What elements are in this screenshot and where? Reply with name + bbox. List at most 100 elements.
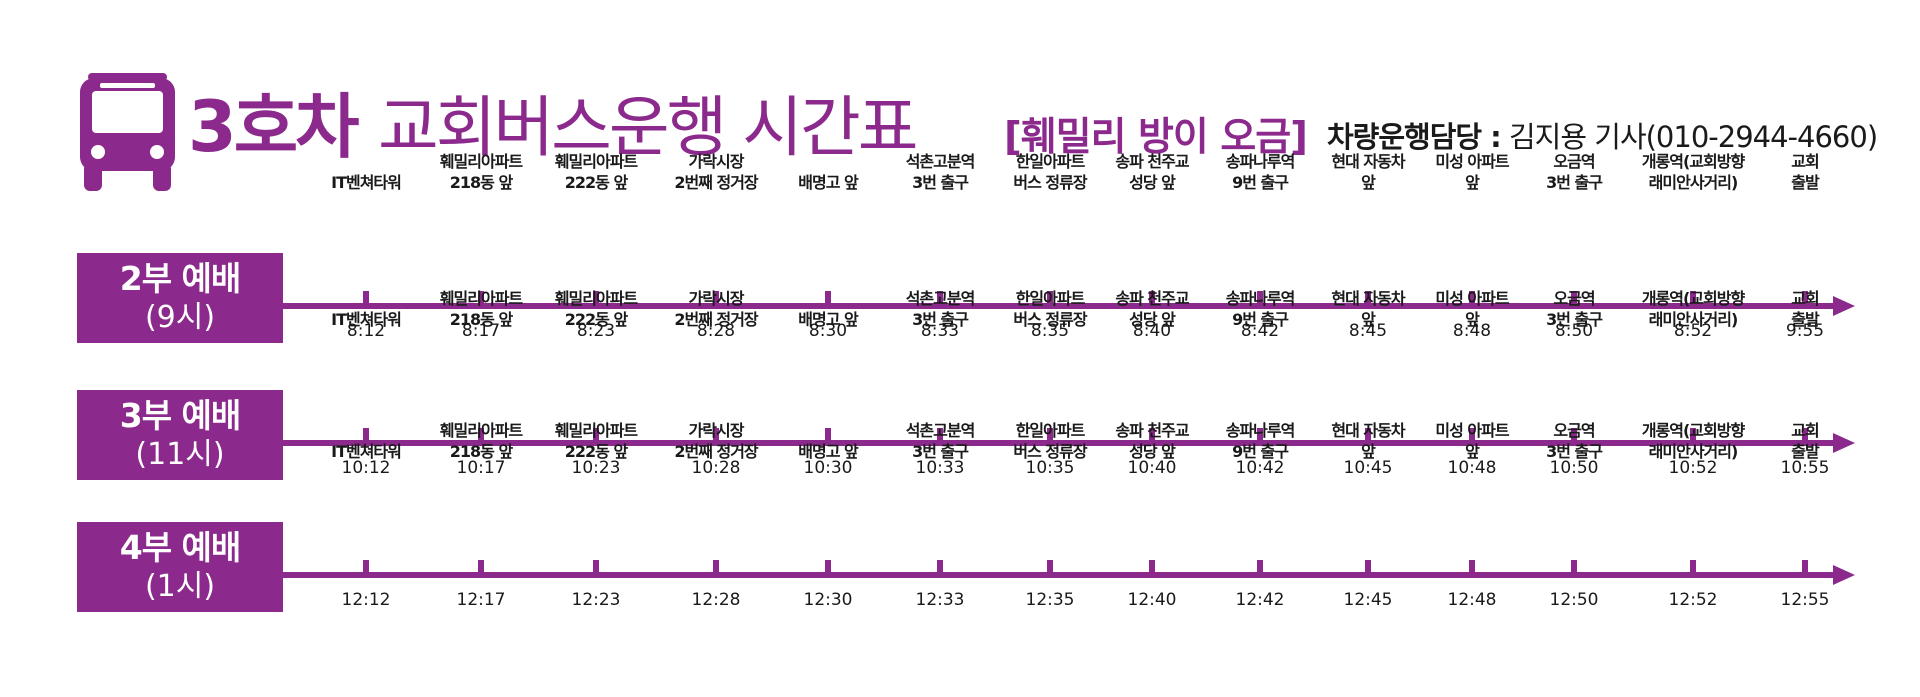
stop-name: 송파 천주교 성당 앞 [1115,289,1189,329]
stop-tick [593,560,599,574]
stop-name: 현대 자동차 앞 [1331,152,1405,192]
stop-time: 10:42 [1235,458,1285,478]
stop-tick [1690,291,1696,305]
stop-tick [478,560,484,574]
driver-label: 차량운행담당 : [1327,120,1502,154]
stop-time: 10:17 [456,458,506,478]
stop-tick [1149,560,1155,574]
stop-tick [1047,428,1053,442]
stop-time: 8:40 [1132,321,1172,341]
stop-tick [1047,291,1053,305]
page-title: 교회버스운행 시간표 [378,89,918,166]
stop-time: 12:12 [341,590,391,610]
stop-time: 8:23 [576,321,616,341]
stop-time: 8:28 [696,321,736,341]
stop-name: 미성 아파트 앞 [1435,421,1509,461]
service-time: (11시) [135,437,225,472]
stop-time: 12:35 [1025,590,1075,610]
stop-tick [363,428,369,442]
stop-tick [363,560,369,574]
stop-time: 12:30 [803,590,853,610]
stop-tick [593,291,599,305]
stop-time: 8:12 [346,321,386,341]
stop-tick [593,428,599,442]
title-route: [훼밀리 방이 오금] [1004,115,1308,160]
service-time: (1시) [144,569,216,604]
stop-name: 송파나루역 9번 출구 [1225,289,1296,329]
stop-name: 훼밀리아파트 218동 앞 [439,421,523,461]
stop-tick [1802,560,1808,574]
stop-time: 10:30 [803,458,853,478]
stop-tick [825,291,831,305]
stop-time: 8:17 [461,321,501,341]
stop-name: 개롱역(교회방향 래미안사거리) [1641,152,1745,192]
stop-tick [825,560,831,574]
driver-value: 김지용 기사(010-2944-4660) [1509,120,1878,154]
stop-name: 훼밀리아파트 218동 앞 [439,289,523,329]
stop-name: 송파 천주교 성당 앞 [1115,421,1189,461]
stop-time: 10:12 [341,458,391,478]
driver-contact: 차량운행담당 : 김지용 기사(010-2944-4660) [1327,120,1878,154]
stop-tick [363,291,369,305]
stop-name: 한일아파트 버스 정류장 [1013,421,1087,461]
stop-tick [937,428,943,442]
stop-tick [1571,560,1577,574]
stop-name: 훼밀리아파트 222동 앞 [554,289,638,329]
stop-name: 훼밀리아파트 222동 앞 [554,421,638,461]
stop-time: 8:45 [1348,321,1388,341]
stop-name: 배명고 앞 [798,310,858,329]
stop-tick [1469,560,1475,574]
stop-name: IT벤쳐타워 [331,173,402,192]
stop-name: 오금역 3번 출구 [1546,421,1603,461]
service-row: 4부 예배 (1시) IT벤쳐타워 12:12 훼밀리아파트 218동 앞 12:17 훼밀… [0,421,1920,632]
stop-tick [1469,291,1475,305]
title-number: 3호차 [188,86,360,168]
stop-tick [713,560,719,574]
arrow-head-icon [1833,296,1855,316]
service-name: 3부 예배 [119,396,242,435]
stop-tick [1257,291,1263,305]
timeline-line [283,572,1848,578]
stop-time: 12:17 [456,590,506,610]
stop-time: 10:28 [691,458,741,478]
stop-tick [1257,560,1263,574]
stop-time: 8:33 [920,321,960,341]
stop-name: 가락시장 2번째 정거장 [674,152,758,192]
stop-tick [937,291,943,305]
stop-name: 교회 출발 [1791,152,1819,192]
stop-tick [478,291,484,305]
stop-time: 10:52 [1668,458,1718,478]
stop-time: 8:42 [1240,321,1280,341]
stop-tick [1802,428,1808,442]
stop-name: 가락시장 2번째 정거장 [674,421,758,461]
stop-name: 훼밀리아파트 222동 앞 [554,152,638,192]
stop-time: 12:33 [915,590,965,610]
stop-tick [937,560,943,574]
stop-name: 현대 자동차 앞 [1331,421,1405,461]
stop-tick [1571,428,1577,442]
stop-tick [1469,428,1475,442]
stop-name: IT벤쳐타워 [331,310,402,329]
service-name: 2부 예배 [119,259,242,298]
bus-icon [80,73,175,191]
stop-tick [1257,428,1263,442]
stop-tick [1149,428,1155,442]
stop-time: 9:55 [1785,321,1825,341]
stop-name: 가락시장 2번째 정거장 [674,289,758,329]
stop-tick [1690,428,1696,442]
stop-time: 10:48 [1447,458,1497,478]
stop-name: 석촌고분역 3번 출구 [905,152,976,192]
stop-time: 12:55 [1780,590,1830,610]
stop-name: 미성 아파트 앞 [1435,289,1509,329]
service-label: 2부 예배 (9시) [77,253,283,343]
service-time: (9시) [144,300,216,335]
stop-time: 12:48 [1447,590,1497,610]
stop-time: 12:52 [1668,590,1718,610]
stop-time: 12:40 [1127,590,1177,610]
stop-tick [1571,291,1577,305]
stop-tick [713,291,719,305]
stop-name: IT벤쳐타워 [331,442,402,461]
service-label: 4부 예배 (1시) [77,522,283,612]
stop-name: 송파나루역 9번 출구 [1225,421,1296,461]
stop-name: 배명고 앞 [798,173,858,192]
